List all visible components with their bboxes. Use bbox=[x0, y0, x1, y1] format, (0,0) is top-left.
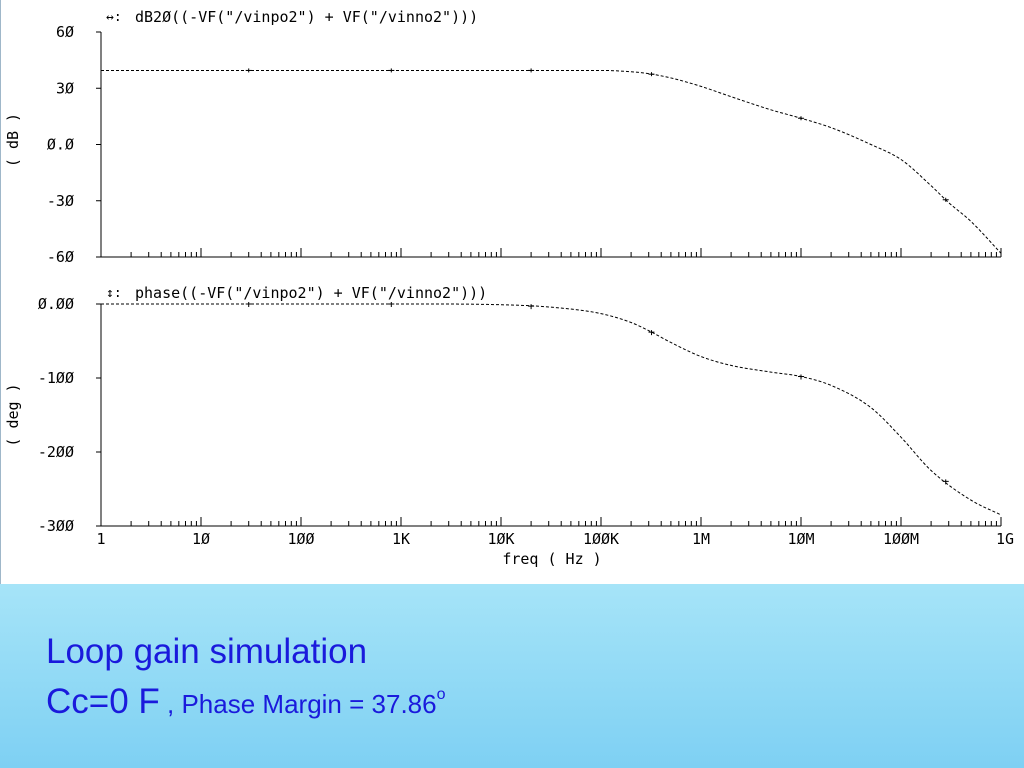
magnitude-series-line bbox=[101, 69, 1002, 254]
magnitude-plot-title: dB2Ø((-VF("/vinpo2") + VF("/vinno2"))) bbox=[135, 8, 478, 26]
caption-panel bbox=[0, 584, 1024, 768]
phase-series-line bbox=[100, 303, 1002, 516]
mag-y-tick-label: -6Ø bbox=[47, 248, 74, 266]
mag-y-tick-label: 6Ø bbox=[56, 23, 74, 41]
mag-y-tick-label: -3Ø bbox=[47, 192, 74, 210]
phase-plot: ↕: phase((-VF("/vinpo2") + VF("/vinno2")… bbox=[4, 284, 1002, 535]
panel-edge bbox=[0, 0, 1, 584]
ph-y-tick-label: -3ØØ bbox=[38, 517, 74, 535]
magnitude-y-axis-label: ( dB ) bbox=[4, 113, 22, 167]
waveform-plots: ↔: dB2Ø((-VF("/vinpo2") + VF("/vinno2"))… bbox=[4, 8, 1014, 568]
x-tick-label: 1G bbox=[996, 530, 1014, 548]
x-tick-label: 1Ø bbox=[192, 530, 210, 548]
phase-y-axis-label: ( deg ) bbox=[4, 383, 22, 446]
slide-subtitle: Cc=0 F , Phase Margin = 37.86o bbox=[46, 682, 446, 722]
phase-margin-text: Phase Margin = 37.86 bbox=[181, 689, 437, 719]
ph-y-tick-label: -1ØØ bbox=[38, 369, 74, 387]
x-tick-label: 1ØK bbox=[487, 530, 514, 548]
x-tick-label: 1ØØK bbox=[583, 530, 619, 548]
x-tick-label: 1ØM bbox=[787, 530, 814, 548]
x-axis-label: freq ( Hz ) bbox=[502, 550, 601, 568]
phase-plot-title: phase((-VF("/vinpo2") + VF("/vinno2"))) bbox=[135, 284, 487, 302]
slide-title: Loop gain simulation bbox=[46, 632, 368, 671]
ph-y-tick-label: Ø.ØØ bbox=[38, 295, 74, 313]
x-tick-label: 1ØØ bbox=[287, 530, 314, 548]
caption-separator: , bbox=[159, 689, 182, 719]
phase-trace-marker: ↕: bbox=[106, 286, 122, 301]
x-tick-label: 1K bbox=[392, 530, 410, 548]
mag-y-tick-label: 3Ø bbox=[56, 79, 74, 97]
cc-value: Cc=0 F bbox=[46, 682, 160, 721]
magnitude-plot: ↔: dB2Ø((-VF("/vinpo2") + VF("/vinno2"))… bbox=[4, 8, 1002, 266]
degree-superscript: o bbox=[436, 686, 446, 703]
mag-y-tick-label: Ø.Ø bbox=[47, 136, 74, 154]
magnitude-trace-marker: ↔: bbox=[106, 10, 122, 25]
x-tick-label: 1ØØM bbox=[883, 530, 919, 548]
x-tick-label: 1M bbox=[692, 530, 710, 548]
waveform-plot-area: ↔: dB2Ø((-VF("/vinpo2") + VF("/vinno2"))… bbox=[0, 0, 1015, 584]
x-tick-label: 1 bbox=[96, 530, 105, 548]
ph-y-tick-label: -2ØØ bbox=[38, 443, 74, 461]
